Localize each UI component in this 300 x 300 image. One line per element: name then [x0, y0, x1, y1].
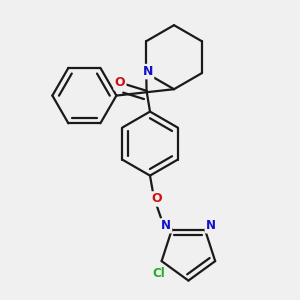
Text: N: N	[206, 219, 216, 232]
Text: O: O	[115, 76, 125, 89]
Text: Cl: Cl	[152, 267, 165, 280]
Text: N: N	[161, 219, 171, 232]
Text: N: N	[143, 65, 153, 78]
Text: O: O	[152, 193, 162, 206]
